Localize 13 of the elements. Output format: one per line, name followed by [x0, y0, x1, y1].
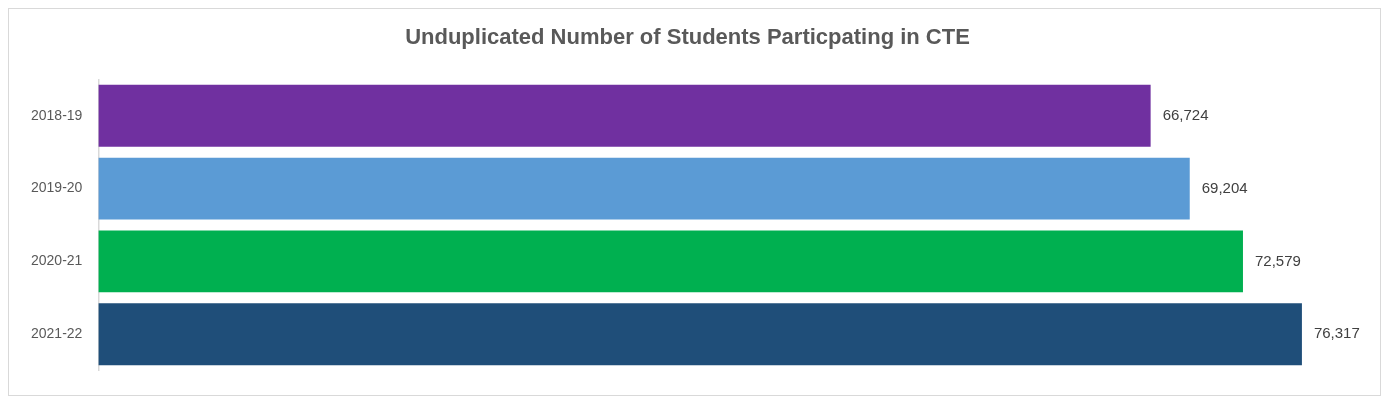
bar	[98, 303, 1302, 366]
bar	[98, 230, 1243, 293]
y-tick-label: 2020-21	[30, 252, 83, 269]
bar	[98, 84, 1151, 147]
chart-title: Unduplicated Number of Students Particpating in CTE	[405, 24, 970, 50]
bar	[98, 157, 1190, 220]
data-label: 72,579	[1254, 251, 1301, 269]
y-tick-label: 2018-19	[30, 106, 83, 123]
y-tick-label: 2021-22	[30, 325, 83, 342]
data-label: 66,724	[1162, 105, 1209, 123]
y-tick-label: 2019-20	[30, 179, 83, 196]
data-label: 76,317	[1313, 324, 1360, 342]
data-label: 69,204	[1201, 178, 1248, 196]
